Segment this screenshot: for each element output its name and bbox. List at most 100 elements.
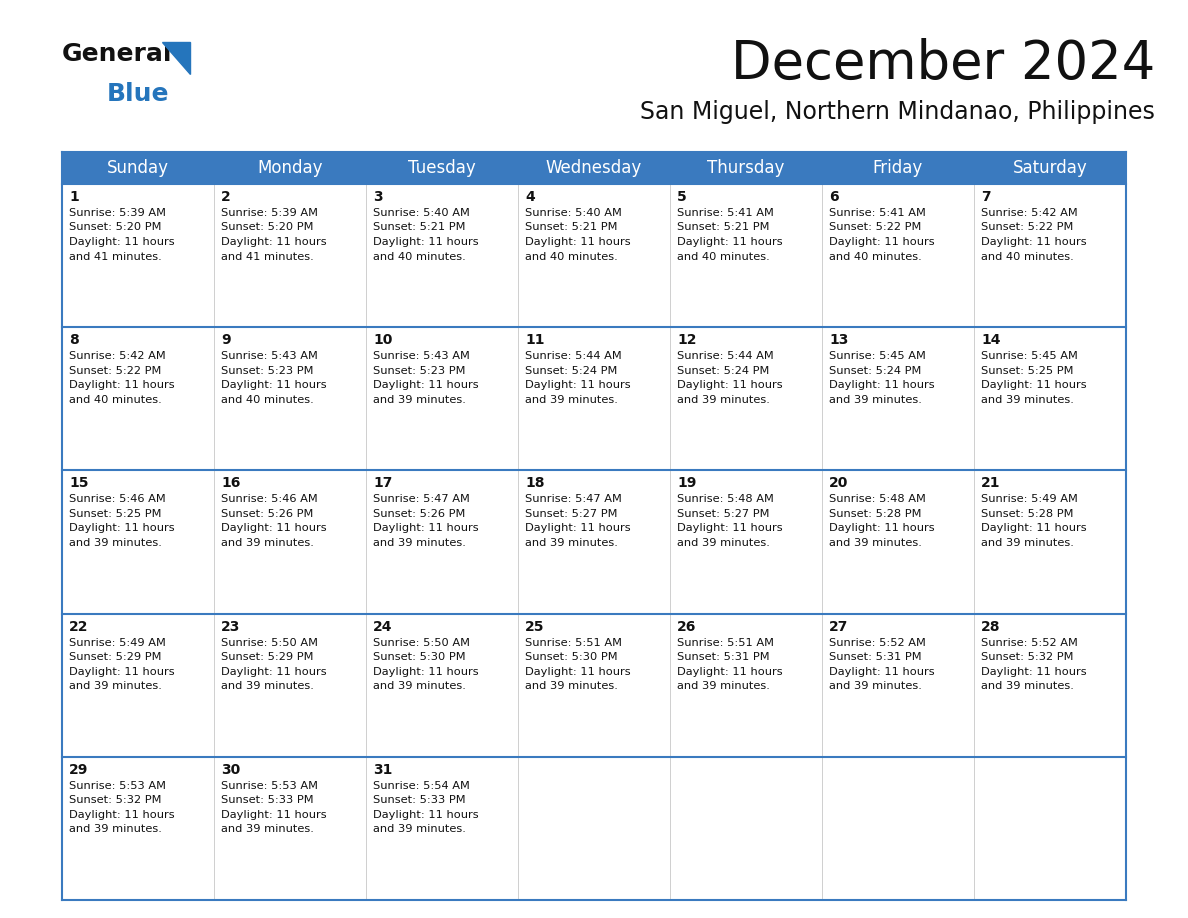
Text: Sunrise: 5:40 AM: Sunrise: 5:40 AM bbox=[373, 208, 470, 218]
Text: Sunset: 5:30 PM: Sunset: 5:30 PM bbox=[525, 652, 618, 662]
Text: Sunrise: 5:48 AM: Sunrise: 5:48 AM bbox=[677, 495, 773, 504]
Text: 13: 13 bbox=[829, 333, 848, 347]
Text: Sunset: 5:31 PM: Sunset: 5:31 PM bbox=[829, 652, 922, 662]
Text: 1: 1 bbox=[69, 190, 78, 204]
Text: Daylight: 11 hours: Daylight: 11 hours bbox=[525, 380, 631, 390]
Text: Sunrise: 5:52 AM: Sunrise: 5:52 AM bbox=[981, 638, 1078, 647]
Text: Sunrise: 5:43 AM: Sunrise: 5:43 AM bbox=[221, 352, 318, 361]
Text: Sunset: 5:28 PM: Sunset: 5:28 PM bbox=[981, 509, 1074, 519]
Text: 5: 5 bbox=[677, 190, 687, 204]
Text: Daylight: 11 hours: Daylight: 11 hours bbox=[829, 666, 935, 677]
Text: Sunrise: 5:47 AM: Sunrise: 5:47 AM bbox=[373, 495, 470, 504]
Text: Sunrise: 5:51 AM: Sunrise: 5:51 AM bbox=[525, 638, 623, 647]
Text: and 41 minutes.: and 41 minutes. bbox=[69, 252, 162, 262]
Text: 3: 3 bbox=[373, 190, 383, 204]
Text: Sunset: 5:24 PM: Sunset: 5:24 PM bbox=[829, 365, 922, 375]
Text: 28: 28 bbox=[981, 620, 1000, 633]
Text: 17: 17 bbox=[373, 476, 392, 490]
Text: Saturday: Saturday bbox=[1012, 159, 1087, 177]
Text: and 39 minutes.: and 39 minutes. bbox=[221, 681, 314, 691]
Text: 24: 24 bbox=[373, 620, 392, 633]
Text: Sunrise: 5:42 AM: Sunrise: 5:42 AM bbox=[981, 208, 1078, 218]
Text: Sunset: 5:32 PM: Sunset: 5:32 PM bbox=[981, 652, 1074, 662]
Text: 30: 30 bbox=[221, 763, 240, 777]
Text: and 40 minutes.: and 40 minutes. bbox=[677, 252, 770, 262]
Text: Daylight: 11 hours: Daylight: 11 hours bbox=[373, 666, 479, 677]
Text: Sunset: 5:32 PM: Sunset: 5:32 PM bbox=[69, 795, 162, 805]
Text: Sunrise: 5:46 AM: Sunrise: 5:46 AM bbox=[69, 495, 166, 504]
Text: Sunset: 5:25 PM: Sunset: 5:25 PM bbox=[981, 365, 1074, 375]
Text: 29: 29 bbox=[69, 763, 88, 777]
Text: and 39 minutes.: and 39 minutes. bbox=[69, 681, 162, 691]
Text: Blue: Blue bbox=[107, 82, 170, 106]
Text: and 39 minutes.: and 39 minutes. bbox=[373, 681, 466, 691]
Bar bbox=[62, 613, 1126, 756]
Polygon shape bbox=[162, 42, 190, 74]
Text: Daylight: 11 hours: Daylight: 11 hours bbox=[525, 523, 631, 533]
Text: Sunrise: 5:47 AM: Sunrise: 5:47 AM bbox=[525, 495, 621, 504]
Text: and 40 minutes.: and 40 minutes. bbox=[981, 252, 1074, 262]
Text: Daylight: 11 hours: Daylight: 11 hours bbox=[829, 380, 935, 390]
Text: Sunset: 5:21 PM: Sunset: 5:21 PM bbox=[525, 222, 618, 232]
Text: Daylight: 11 hours: Daylight: 11 hours bbox=[373, 523, 479, 533]
Bar bbox=[62, 470, 1126, 613]
Text: Sunset: 5:21 PM: Sunset: 5:21 PM bbox=[677, 222, 770, 232]
Text: Tuesday: Tuesday bbox=[409, 159, 476, 177]
Text: Sunset: 5:22 PM: Sunset: 5:22 PM bbox=[829, 222, 922, 232]
Text: Sunrise: 5:41 AM: Sunrise: 5:41 AM bbox=[677, 208, 773, 218]
Text: Sunday: Sunday bbox=[107, 159, 169, 177]
Text: Sunset: 5:20 PM: Sunset: 5:20 PM bbox=[221, 222, 314, 232]
Text: 20: 20 bbox=[829, 476, 848, 490]
Text: and 39 minutes.: and 39 minutes. bbox=[525, 681, 618, 691]
Text: Sunrise: 5:54 AM: Sunrise: 5:54 AM bbox=[373, 781, 470, 790]
Text: Daylight: 11 hours: Daylight: 11 hours bbox=[981, 380, 1087, 390]
Text: Thursday: Thursday bbox=[707, 159, 785, 177]
Text: 12: 12 bbox=[677, 333, 696, 347]
Text: and 39 minutes.: and 39 minutes. bbox=[373, 824, 466, 834]
Text: and 40 minutes.: and 40 minutes. bbox=[373, 252, 466, 262]
Text: Daylight: 11 hours: Daylight: 11 hours bbox=[221, 237, 327, 247]
Text: and 39 minutes.: and 39 minutes. bbox=[829, 395, 922, 405]
Text: and 39 minutes.: and 39 minutes. bbox=[221, 824, 314, 834]
Text: Daylight: 11 hours: Daylight: 11 hours bbox=[221, 810, 327, 820]
Text: Sunset: 5:24 PM: Sunset: 5:24 PM bbox=[677, 365, 770, 375]
Text: Daylight: 11 hours: Daylight: 11 hours bbox=[221, 523, 327, 533]
Text: Sunrise: 5:51 AM: Sunrise: 5:51 AM bbox=[677, 638, 775, 647]
Text: Sunrise: 5:40 AM: Sunrise: 5:40 AM bbox=[525, 208, 621, 218]
Text: Daylight: 11 hours: Daylight: 11 hours bbox=[221, 380, 327, 390]
Text: and 39 minutes.: and 39 minutes. bbox=[69, 824, 162, 834]
Text: Sunset: 5:25 PM: Sunset: 5:25 PM bbox=[69, 509, 162, 519]
Text: 9: 9 bbox=[221, 333, 230, 347]
Text: Daylight: 11 hours: Daylight: 11 hours bbox=[373, 380, 479, 390]
Text: General: General bbox=[62, 42, 172, 66]
Text: and 39 minutes.: and 39 minutes. bbox=[221, 538, 314, 548]
Text: December 2024: December 2024 bbox=[731, 38, 1155, 90]
Text: Sunrise: 5:44 AM: Sunrise: 5:44 AM bbox=[525, 352, 621, 361]
Text: Sunrise: 5:45 AM: Sunrise: 5:45 AM bbox=[981, 352, 1078, 361]
Text: and 40 minutes.: and 40 minutes. bbox=[829, 252, 922, 262]
Text: Sunrise: 5:44 AM: Sunrise: 5:44 AM bbox=[677, 352, 773, 361]
Text: 7: 7 bbox=[981, 190, 991, 204]
Text: Sunset: 5:29 PM: Sunset: 5:29 PM bbox=[221, 652, 314, 662]
Text: Daylight: 11 hours: Daylight: 11 hours bbox=[69, 380, 175, 390]
Text: Daylight: 11 hours: Daylight: 11 hours bbox=[829, 523, 935, 533]
Text: 10: 10 bbox=[373, 333, 392, 347]
Text: Sunrise: 5:41 AM: Sunrise: 5:41 AM bbox=[829, 208, 925, 218]
Text: and 39 minutes.: and 39 minutes. bbox=[981, 681, 1074, 691]
Text: Daylight: 11 hours: Daylight: 11 hours bbox=[69, 666, 175, 677]
Text: Sunrise: 5:46 AM: Sunrise: 5:46 AM bbox=[221, 495, 317, 504]
Text: Daylight: 11 hours: Daylight: 11 hours bbox=[69, 810, 175, 820]
Text: 11: 11 bbox=[525, 333, 544, 347]
Text: Sunset: 5:31 PM: Sunset: 5:31 PM bbox=[677, 652, 770, 662]
Text: San Miguel, Northern Mindanao, Philippines: San Miguel, Northern Mindanao, Philippin… bbox=[640, 100, 1155, 124]
Text: Sunset: 5:26 PM: Sunset: 5:26 PM bbox=[373, 509, 466, 519]
Text: 22: 22 bbox=[69, 620, 88, 633]
Bar bbox=[62, 756, 1126, 900]
Text: 31: 31 bbox=[373, 763, 392, 777]
Text: Daylight: 11 hours: Daylight: 11 hours bbox=[677, 237, 783, 247]
Text: and 39 minutes.: and 39 minutes. bbox=[525, 395, 618, 405]
Text: and 40 minutes.: and 40 minutes. bbox=[525, 252, 618, 262]
Text: Sunset: 5:22 PM: Sunset: 5:22 PM bbox=[981, 222, 1074, 232]
Text: Sunrise: 5:53 AM: Sunrise: 5:53 AM bbox=[69, 781, 166, 790]
Text: 16: 16 bbox=[221, 476, 240, 490]
